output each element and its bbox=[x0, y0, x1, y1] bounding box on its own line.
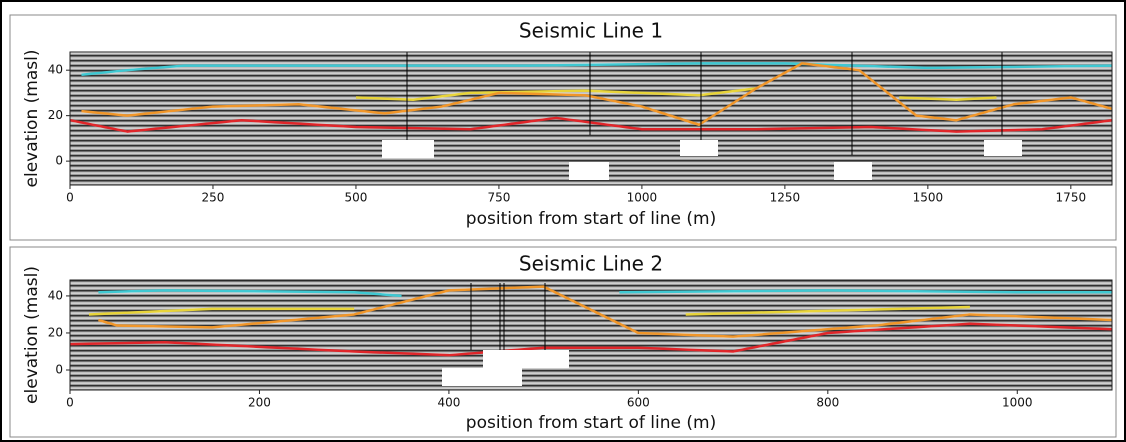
horizon-line bbox=[685, 305, 970, 316]
horizon-line bbox=[69, 116, 1113, 133]
redaction-box bbox=[442, 368, 522, 386]
x-tick-label: 1000 bbox=[1002, 396, 1033, 410]
horizon-line bbox=[81, 62, 1113, 76]
redaction-box bbox=[834, 162, 872, 180]
x-tick-label: 750 bbox=[487, 191, 510, 205]
x-tick-label: 1500 bbox=[913, 191, 944, 205]
panel-border bbox=[9, 246, 1117, 438]
y-tick-label: 0 bbox=[55, 154, 63, 168]
horizon-line bbox=[98, 289, 402, 298]
y-tick-label: 40 bbox=[48, 288, 63, 302]
horizon-line bbox=[899, 96, 997, 101]
x-tick-label: 1000 bbox=[627, 191, 658, 205]
x-tick-label: 500 bbox=[344, 191, 367, 205]
horizon-line bbox=[88, 307, 355, 316]
redaction-box bbox=[382, 140, 434, 158]
chart-title: Seismic Line 1 bbox=[519, 19, 663, 43]
x-tick-label: 200 bbox=[248, 396, 271, 410]
x-tick-label: 400 bbox=[437, 396, 460, 410]
x-tick-label: 250 bbox=[202, 191, 225, 205]
plot-frame bbox=[69, 279, 1113, 391]
y-axis-label: elevation (masl) bbox=[22, 266, 42, 404]
x-tick-label: 1750 bbox=[1056, 191, 1087, 205]
horizon-line bbox=[98, 285, 1113, 338]
redaction-box bbox=[680, 140, 718, 156]
x-tick-label: 0 bbox=[66, 396, 74, 410]
chart-title: Seismic Line 2 bbox=[519, 252, 663, 276]
x-axis-label: position from start of line (m) bbox=[466, 413, 716, 433]
x-tick-label: 1250 bbox=[770, 191, 801, 205]
redaction-box bbox=[569, 162, 609, 180]
panel-border bbox=[9, 14, 1117, 241]
seismic-image bbox=[70, 280, 1112, 390]
y-tick-label: 40 bbox=[48, 63, 63, 77]
x-axis-label: position from start of line (m) bbox=[466, 209, 716, 229]
horizon-line bbox=[355, 87, 757, 101]
y-tick-label: 0 bbox=[55, 363, 63, 377]
y-axis-label: elevation (masl) bbox=[22, 50, 42, 188]
horizon-line bbox=[69, 322, 1113, 357]
y-tick-label: 20 bbox=[48, 108, 63, 122]
redaction-box bbox=[483, 350, 569, 368]
x-tick-label: 600 bbox=[627, 396, 650, 410]
horizon-line bbox=[619, 289, 1112, 294]
horizon-line bbox=[81, 62, 1113, 127]
x-tick-label: 800 bbox=[816, 396, 839, 410]
redaction-box bbox=[984, 140, 1022, 156]
plot-frame bbox=[69, 51, 1113, 186]
x-tick-label: 0 bbox=[66, 191, 74, 205]
y-tick-label: 20 bbox=[48, 325, 63, 339]
